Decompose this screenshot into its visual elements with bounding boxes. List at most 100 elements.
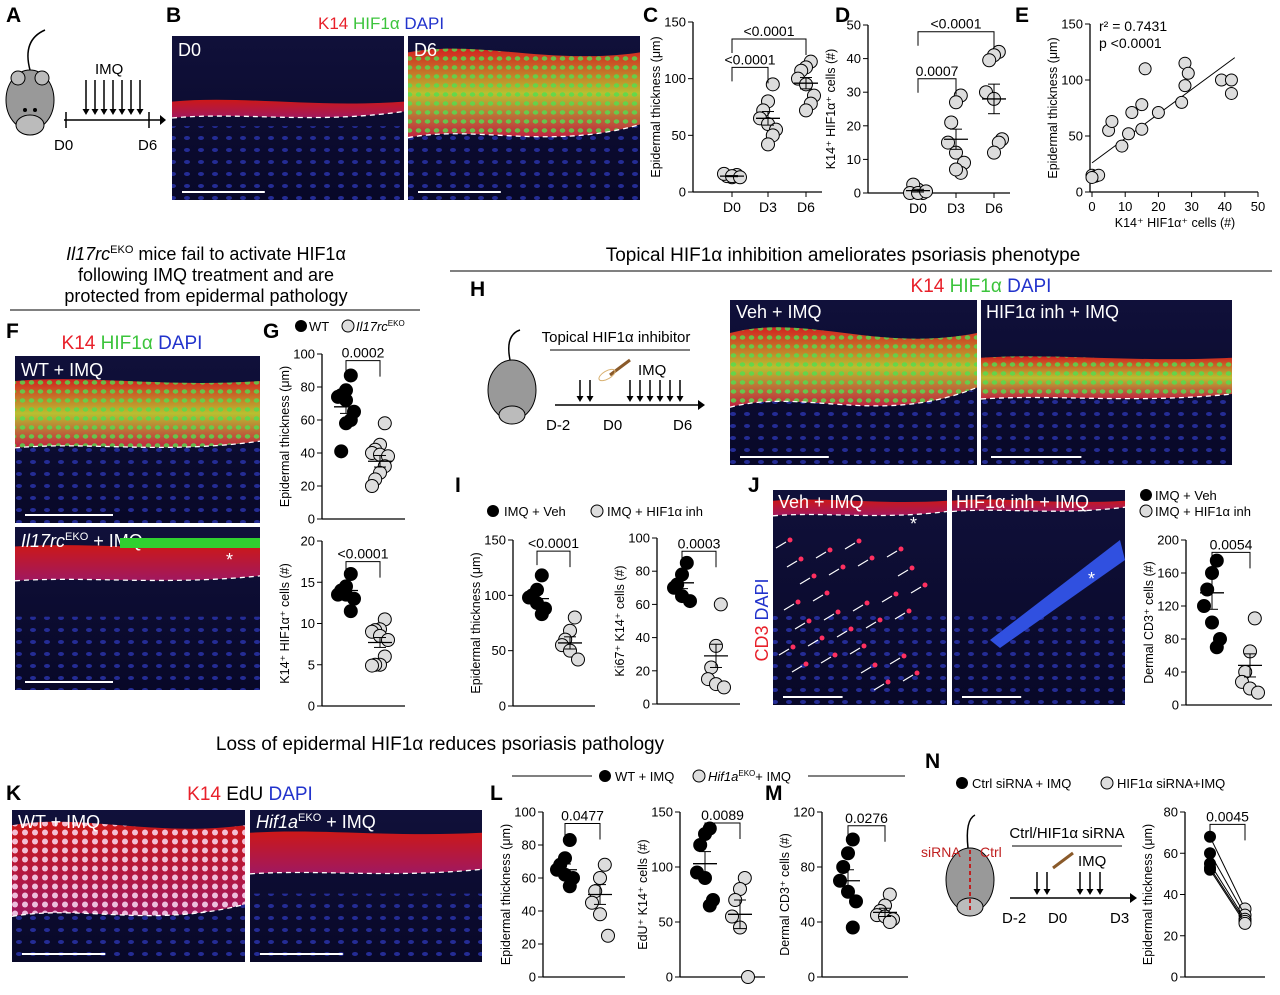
y-tick-label: 50 [847, 18, 861, 33]
hif1a-nuclei [408, 48, 640, 138]
data-point [733, 170, 747, 185]
basement-membrane-line [171, 110, 405, 119]
data-point [1138, 62, 1152, 76]
gene-name: Il17rc [21, 531, 65, 551]
dermis-nuclei [15, 616, 260, 690]
y-axis-label: Epidermal thickness (μm) [1141, 824, 1155, 965]
arrow-icon [828, 568, 840, 576]
data-point [343, 567, 358, 581]
significance-bracket [1209, 823, 1246, 841]
y-tick-label: 40 [301, 446, 315, 461]
epidermis-layer [952, 499, 1125, 512]
dermis-nuclei [172, 126, 404, 200]
x-tick-label: 0 [1088, 199, 1095, 214]
data-point [1151, 105, 1165, 119]
arrow-head-icon [666, 396, 674, 402]
y-tick-label: 100 [484, 588, 506, 603]
p-value-label: 0.0089 [701, 807, 744, 823]
arrow-head-icon [698, 400, 705, 410]
significance-bracket [345, 561, 381, 578]
y-tick-label: 40 [636, 630, 650, 645]
data-point [334, 444, 349, 459]
cd3-cell [856, 538, 862, 544]
gene-name: Hif1a [256, 812, 298, 832]
timeline-d0: D0 [1048, 910, 1067, 927]
x-tick-label: 10 [1118, 199, 1132, 214]
x-tick-label: D3 [759, 199, 777, 215]
data-point [841, 846, 855, 861]
cd3-cell [877, 617, 883, 623]
data-point [343, 604, 358, 619]
data-point [1197, 599, 1211, 613]
data-point [1247, 611, 1262, 626]
arrow-icon [807, 639, 819, 647]
data-point [1181, 66, 1195, 80]
asterisk-marker: * [910, 514, 917, 534]
epidermis-layer [773, 499, 947, 516]
y-tick-label: 50 [659, 915, 673, 930]
svg-text:IMQ + HIF1α inh: IMQ + HIF1α inh [1155, 504, 1251, 519]
cd3-cell [806, 618, 812, 624]
data-point [799, 103, 813, 118]
stain-legend-f: K14 HIF1α DAPI [62, 333, 203, 354]
stain-legend-k: K14 EdU DAPI [187, 784, 313, 805]
arrow-icon [860, 666, 872, 674]
stain-legend-h: K14 HIF1α DAPI [911, 276, 1052, 297]
y-tick-label: 60 [636, 597, 650, 612]
y-tick-label: 60 [522, 871, 536, 886]
data-point [343, 368, 358, 383]
schematic-title-n: Ctrl/HIF1α siRNA [1009, 825, 1124, 842]
data-point [571, 652, 585, 667]
x-tick-label: 20 [1151, 199, 1165, 214]
arrow-icon [794, 622, 806, 630]
data-point [1204, 863, 1216, 876]
y-tick-label: 150 [651, 805, 673, 820]
arrow-icon [865, 621, 877, 629]
y-tick-label: 40 [1164, 887, 1178, 902]
arrow-icon [873, 683, 885, 691]
arrow-icon [894, 612, 906, 620]
y-tick-label: 60 [301, 413, 315, 428]
data-point [1224, 86, 1238, 100]
legend-g: WT Il17rcEKO [295, 319, 405, 334]
significance-bracket [917, 78, 957, 95]
svg-text:WT: WT [309, 319, 329, 334]
dermis-nuclei [250, 893, 482, 962]
superscript: EKO [298, 812, 322, 824]
arrow-head-icon [1130, 893, 1137, 903]
arrow-head-icon [118, 109, 126, 115]
data-point [1238, 916, 1252, 930]
significance-bracket [1211, 551, 1251, 569]
p-value-label: 0.0045 [1206, 808, 1249, 824]
stat-annotation: r² = 0.7431 [1099, 18, 1167, 34]
dermis-nuclei [981, 390, 1232, 465]
significance-bracket [731, 38, 807, 55]
panel-letter-g: G [263, 320, 279, 343]
x-tick-label: 30 [1184, 199, 1198, 214]
image-label-eko: Hif1aEKO + IMQ [256, 812, 376, 832]
arrow-icon [812, 594, 824, 602]
y-tick-label: 5 [308, 657, 315, 672]
panel-letter-h: H [470, 278, 485, 301]
legend-j: IMQ + Veh IMQ + HIF1α inh [1139, 488, 1251, 519]
y-axis-label: Epidermal thickness (μm) [469, 552, 483, 693]
arrow-icon [852, 604, 864, 612]
treatment-arrows [1033, 872, 1104, 895]
x-axis-label: K14⁺ HIF1α⁺ cells (#) [1115, 216, 1235, 230]
basement-membrane-line [407, 123, 641, 139]
p-value-label: <0.0001 [338, 546, 389, 562]
data-point [365, 479, 379, 493]
y-tick-label: 0 [666, 970, 673, 985]
panel-letter-n: N [925, 750, 940, 773]
y-tick-label: 0 [1171, 970, 1178, 985]
arrow-head-icon [676, 396, 684, 402]
stain-legend-j: CD3 DAPI [752, 578, 772, 661]
panel-letter-l: L [490, 782, 503, 805]
y-tick-label: 20 [847, 118, 861, 133]
panel-letter-a: A [6, 4, 21, 27]
significance-bracket [564, 823, 601, 840]
data-point [381, 633, 395, 647]
x-tick-label: D0 [909, 200, 927, 216]
chart-i2: 0 20 40 60 80 100 Ki67⁺ K14⁺ cells (#) 0.0003 [613, 531, 740, 712]
